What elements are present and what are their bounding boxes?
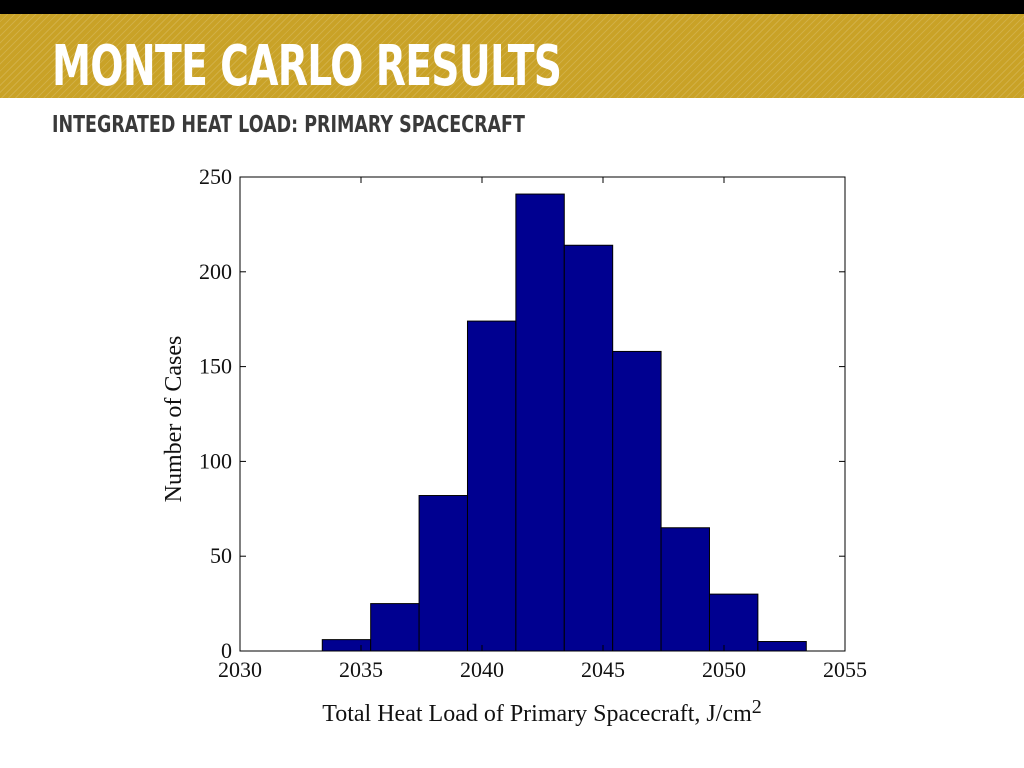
tick-labels: 2030 2035 2040 2045 2050 2055 0 50 100 150 200 250: [199, 164, 867, 682]
histogram-bar: [515, 193, 565, 652]
histogram-bar: [757, 641, 807, 652]
y-tick-label: 250: [199, 164, 232, 189]
histogram-bar: [321, 639, 372, 652]
title-banner: [0, 14, 1024, 98]
histogram-bar: [660, 527, 710, 652]
y-tick-label: 50: [210, 543, 232, 568]
x-tick-label: 2045: [581, 657, 625, 682]
x-tick-label: 2050: [702, 657, 746, 682]
plot-frame: [239, 176, 846, 652]
bars: [321, 193, 807, 652]
histogram-bar: [418, 495, 468, 652]
x-tick-label: 2040: [460, 657, 504, 682]
x-tick-label: 2035: [339, 657, 383, 682]
top-bar: [0, 0, 1024, 14]
histogram-bar: [466, 320, 517, 652]
y-tick-label: 150: [199, 354, 232, 379]
x-axis-label-superscript: 2: [752, 696, 762, 718]
histogram-bar: [370, 603, 420, 652]
ticks: [239, 176, 846, 652]
x-axis-label: Total Heat Load of Primary Spacecraft, J…: [322, 696, 762, 727]
y-tick-label: 100: [199, 448, 232, 473]
x-tick-label: 2055: [823, 657, 867, 682]
slide-subtitle: INTEGRATED HEAT LOAD: PRIMARY SPACECRAFT: [52, 112, 525, 138]
histogram-bar: [563, 244, 614, 652]
slide-title: MONTE CARLO RESULTS: [52, 34, 562, 99]
y-tick-label: 200: [199, 259, 232, 284]
y-tick-label: 0: [221, 638, 232, 663]
x-tick-label: 2030: [218, 657, 262, 682]
x-axis-label-text: Total Heat Load of Primary Spacecraft, J…: [322, 701, 752, 727]
histogram-bar: [708, 593, 759, 652]
y-axis-label: Number of Cases: [161, 336, 187, 503]
histogram-bar: [612, 350, 662, 652]
